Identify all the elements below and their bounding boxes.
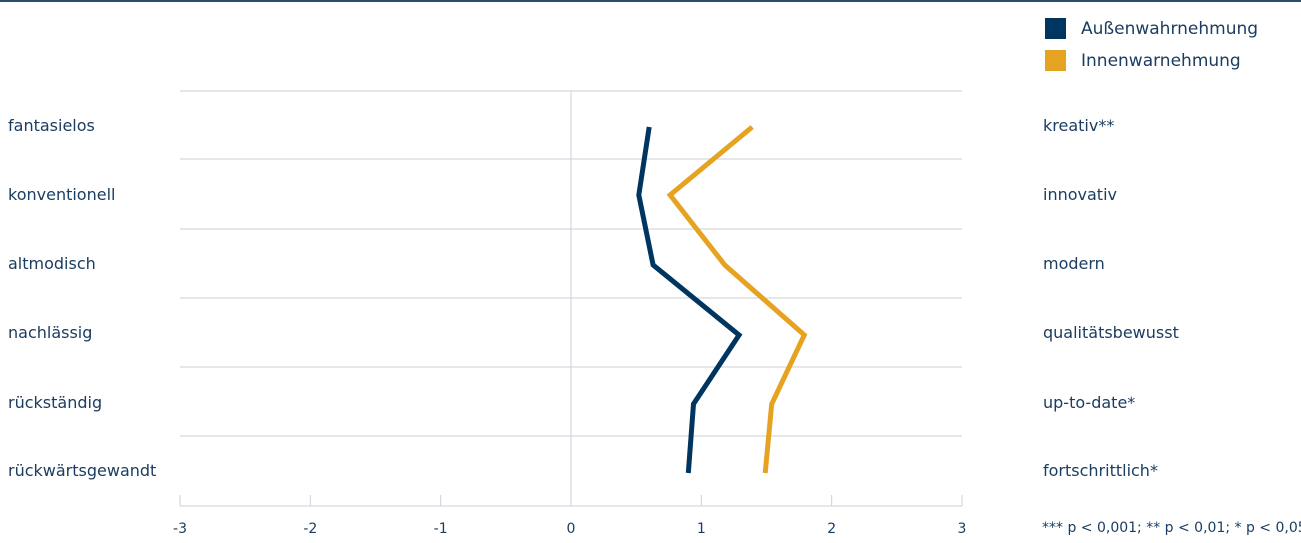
left-label-5: rückwärtsgewandt [8,461,157,480]
series-line-0 [636,126,743,474]
legend-label-aussenwahrnehmung: Außenwahrnehmung [1081,19,1259,39]
right-label-0: kreativ** [1043,116,1115,135]
legend: Außenwahrnehmung Innenwarnehmung [1045,18,1295,78]
left-label-4: rückständig [8,393,103,412]
x-tick-label-0: -3 [173,521,187,537]
left-label-0: fantasielos [8,116,95,135]
right-label-4: up-to-date* [1043,393,1136,412]
legend-swatch-aussenwahrnehmung [1045,18,1066,39]
series-layer [636,125,808,474]
x-tick-label-1: -2 [303,521,317,537]
axis-layer: -3 -2 -1 0 1 2 3 [173,495,966,537]
left-label-3: nachlässig [8,323,93,342]
legend-swatch-innenwarnehmung [1045,50,1066,71]
x-tick-label-4: 1 [697,521,706,537]
legend-label-innenwarnehmung: Innenwarnehmung [1081,51,1241,71]
series-line-1 [666,125,808,474]
right-label-1: innovativ [1043,185,1117,204]
x-tick-label-3: 0 [567,521,576,537]
right-label-2: modern [1043,254,1105,273]
top-rule [0,0,1301,2]
legend-item-aussenwahrnehmung: Außenwahrnehmung [1045,18,1295,40]
right-label-3: qualitätsbewusst [1043,323,1179,342]
left-label-2: altmodisch [8,254,96,273]
x-tick-label-6: 3 [958,521,967,537]
x-tick-label-2: -1 [434,521,448,537]
right-label-5: fortschrittlich* [1043,461,1158,480]
significance-note: *** p < 0,001; ** p < 0,01; * p < 0,05 [1042,520,1301,536]
legend-item-innenwarnehmung: Innenwarnehmung [1045,50,1295,72]
left-label-1: konventionell [8,185,116,204]
x-tick-label-5: 2 [827,521,836,537]
grid-layer [180,90,962,506]
